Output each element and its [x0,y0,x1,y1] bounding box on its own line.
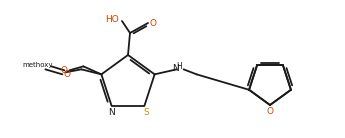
Text: O: O [149,18,157,27]
Text: S: S [144,108,149,117]
Text: N: N [108,108,115,117]
Text: O: O [61,66,68,75]
Text: O: O [64,70,71,79]
Text: H: H [176,62,181,71]
Text: O: O [266,108,274,116]
Text: methoxy: methoxy [22,62,53,68]
Text: N: N [172,64,179,73]
Text: HO: HO [105,14,119,23]
